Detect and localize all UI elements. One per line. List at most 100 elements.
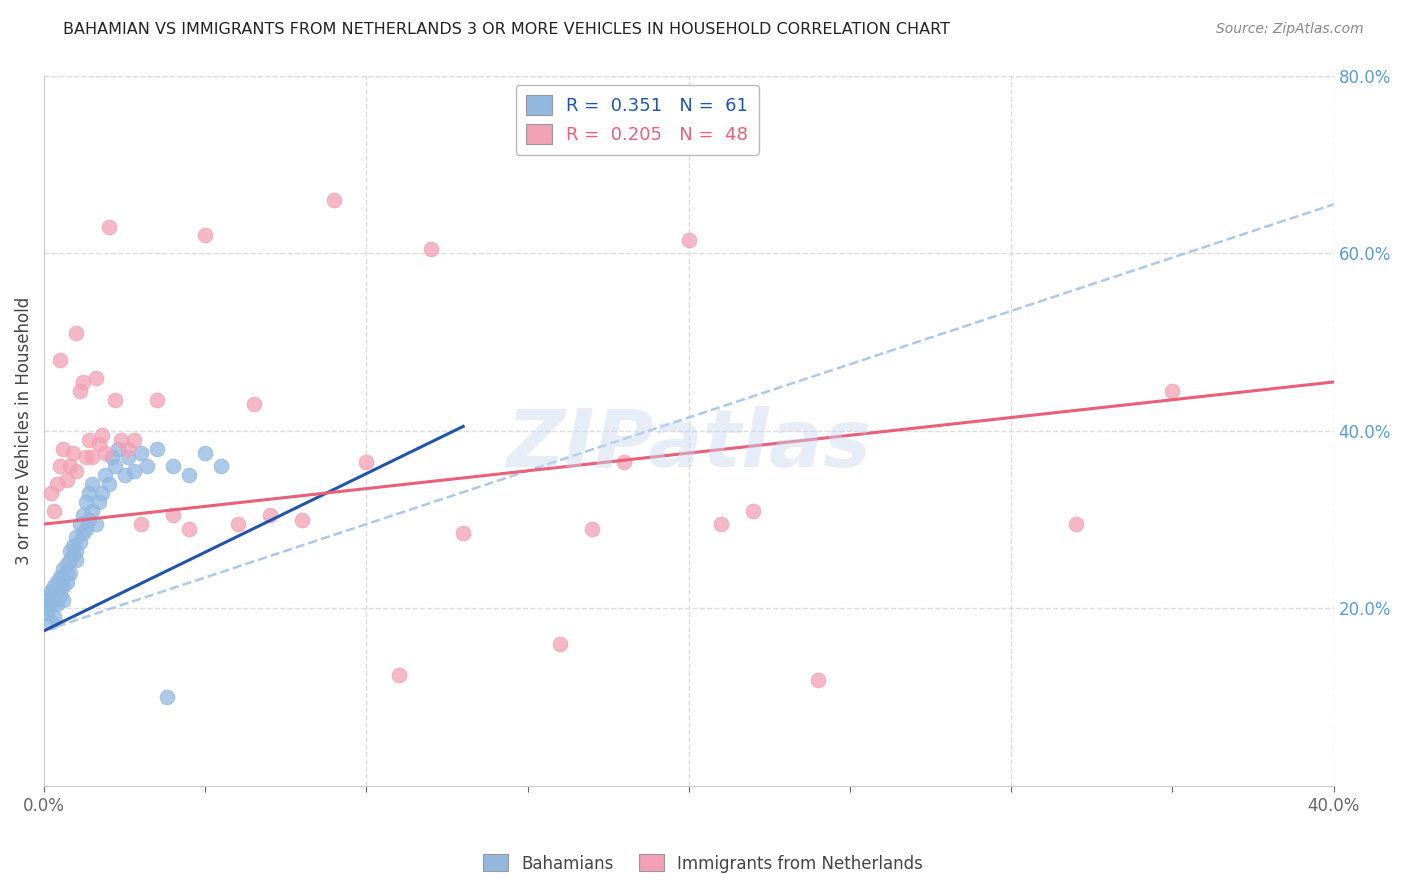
Point — [162, 459, 184, 474]
Point — [581, 522, 603, 536]
Point — [49, 570, 72, 584]
Point — [82, 450, 104, 465]
Point — [77, 433, 100, 447]
Point — [84, 370, 107, 384]
Point — [84, 517, 107, 532]
Point — [72, 508, 94, 523]
Point — [87, 495, 110, 509]
Point — [104, 459, 127, 474]
Point — [388, 668, 411, 682]
Point — [75, 495, 97, 509]
Point — [156, 690, 179, 705]
Point — [94, 468, 117, 483]
Legend: R =  0.351   N =  61, R =  0.205   N =  48: R = 0.351 N = 61, R = 0.205 N = 48 — [516, 85, 759, 155]
Point — [69, 534, 91, 549]
Point — [82, 477, 104, 491]
Point — [65, 543, 87, 558]
Point — [55, 574, 77, 589]
Point — [678, 233, 700, 247]
Point — [1161, 384, 1184, 398]
Point — [59, 543, 82, 558]
Point — [129, 446, 152, 460]
Point — [46, 583, 69, 598]
Point — [259, 508, 281, 523]
Point — [52, 592, 75, 607]
Point — [72, 526, 94, 541]
Point — [97, 219, 120, 234]
Point — [39, 583, 62, 598]
Point — [82, 504, 104, 518]
Text: ZIPatlas: ZIPatlas — [506, 406, 872, 484]
Point — [104, 392, 127, 407]
Point — [91, 486, 114, 500]
Point — [117, 450, 139, 465]
Point — [194, 228, 217, 243]
Point — [49, 459, 72, 474]
Point — [75, 450, 97, 465]
Point — [55, 557, 77, 571]
Point — [49, 352, 72, 367]
Point — [65, 552, 87, 566]
Point — [69, 384, 91, 398]
Point — [75, 522, 97, 536]
Point — [179, 468, 201, 483]
Point — [55, 566, 77, 580]
Point — [124, 433, 146, 447]
Point — [37, 601, 59, 615]
Point — [52, 442, 75, 456]
Point — [710, 517, 733, 532]
Point — [87, 437, 110, 451]
Text: Source: ZipAtlas.com: Source: ZipAtlas.com — [1216, 22, 1364, 37]
Point — [62, 446, 84, 460]
Point — [65, 326, 87, 340]
Point — [107, 442, 129, 456]
Point — [46, 574, 69, 589]
Point — [46, 477, 69, 491]
Point — [97, 477, 120, 491]
Point — [59, 552, 82, 566]
Point — [72, 375, 94, 389]
Point — [117, 442, 139, 456]
Point — [59, 459, 82, 474]
Point — [136, 459, 159, 474]
Point — [59, 566, 82, 580]
Point — [124, 464, 146, 478]
Point — [1064, 517, 1087, 532]
Point — [110, 433, 132, 447]
Point — [62, 548, 84, 562]
Point — [49, 579, 72, 593]
Point — [807, 673, 830, 687]
Point — [356, 455, 378, 469]
Point — [548, 637, 571, 651]
Point — [42, 610, 65, 624]
Point — [162, 508, 184, 523]
Point — [146, 442, 169, 456]
Point — [65, 464, 87, 478]
Point — [742, 504, 765, 518]
Point — [242, 397, 264, 411]
Point — [91, 428, 114, 442]
Point — [65, 530, 87, 544]
Point — [52, 561, 75, 575]
Text: BAHAMIAN VS IMMIGRANTS FROM NETHERLANDS 3 OR MORE VEHICLES IN HOUSEHOLD CORRELAT: BAHAMIAN VS IMMIGRANTS FROM NETHERLANDS … — [63, 22, 950, 37]
Point — [39, 486, 62, 500]
Point — [226, 517, 249, 532]
Point — [94, 446, 117, 460]
Point — [37, 606, 59, 620]
Point — [49, 588, 72, 602]
Point — [52, 579, 75, 593]
Legend: Bahamians, Immigrants from Netherlands: Bahamians, Immigrants from Netherlands — [477, 847, 929, 880]
Point — [114, 468, 136, 483]
Point — [62, 539, 84, 553]
Point — [52, 570, 75, 584]
Point — [42, 579, 65, 593]
Point — [55, 473, 77, 487]
Point — [39, 615, 62, 629]
Y-axis label: 3 or more Vehicles in Household: 3 or more Vehicles in Household — [15, 297, 32, 565]
Point — [209, 459, 232, 474]
Point — [42, 588, 65, 602]
Point — [42, 592, 65, 607]
Point — [451, 526, 474, 541]
Point — [37, 592, 59, 607]
Point — [39, 597, 62, 611]
